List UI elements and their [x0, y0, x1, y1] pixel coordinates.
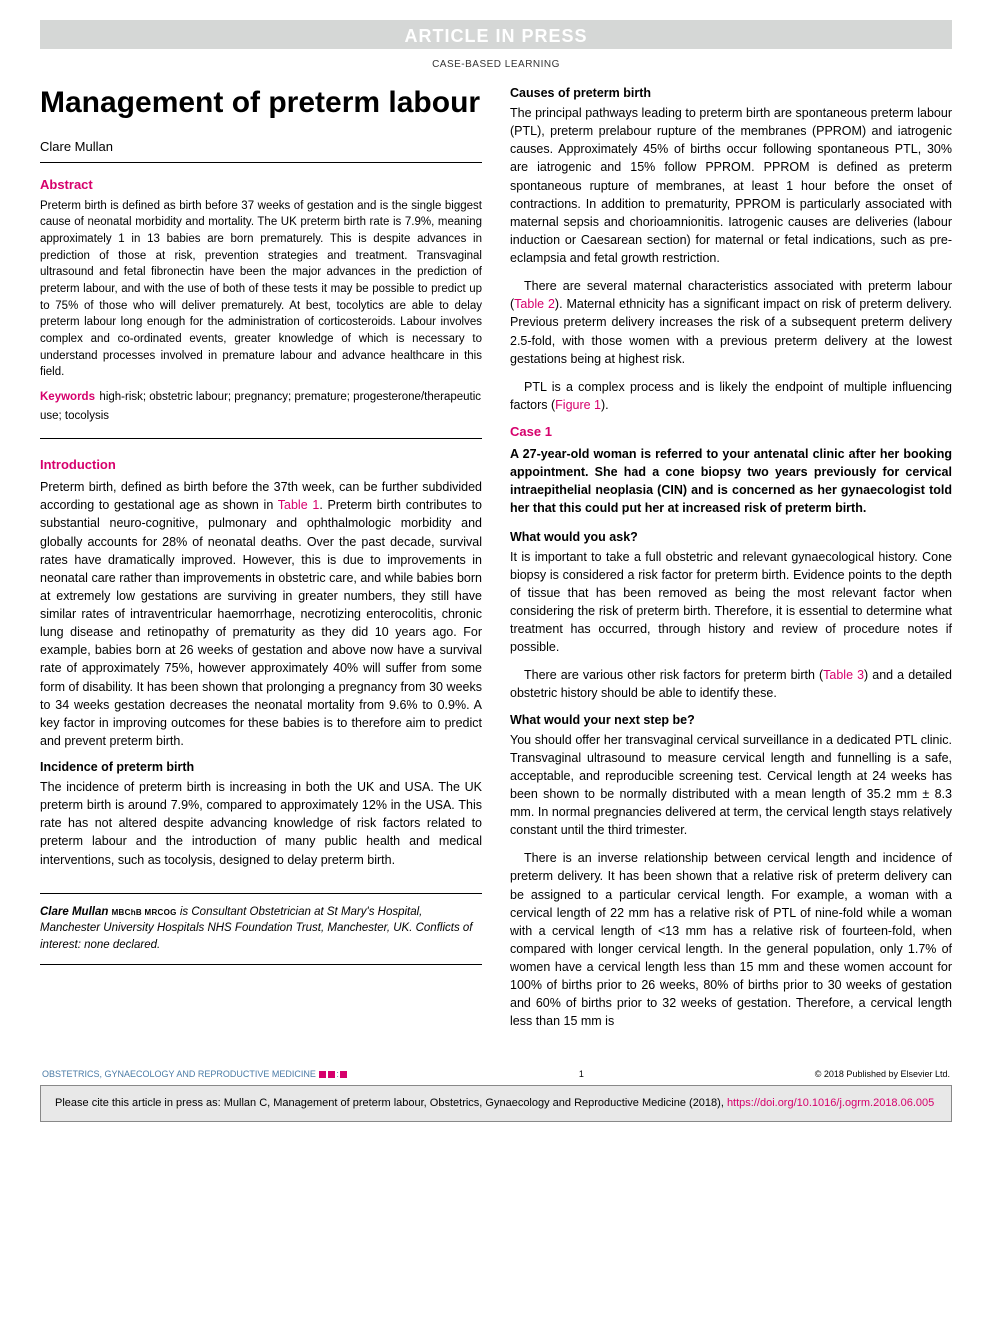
figure-1-link[interactable]: Figure 1	[555, 398, 601, 412]
citation-box: Please cite this article in press as: Mu…	[40, 1085, 952, 1122]
q2-p2: There is an inverse relationship between…	[510, 849, 952, 1030]
q2-heading: What would your next step be?	[510, 713, 952, 727]
bio-credentials: MBChB MRCOG	[112, 908, 177, 917]
left-column: Management of preterm labour Clare Mulla…	[40, 86, 482, 1041]
keywords-text: high-risk; obstetric labour; pregnancy; …	[40, 391, 481, 422]
introduction-heading: Introduction	[40, 457, 482, 472]
article-in-press-banner: ARTICLE IN PRESS	[40, 20, 952, 49]
author-bio-box: Clare Mullan MBChB MRCOG is Consultant O…	[40, 893, 482, 965]
table-1-link[interactable]: Table 1	[278, 498, 320, 512]
footer-journal-name: OBSTETRICS, GYNAECOLOGY AND REPRODUCTIVE…	[42, 1069, 316, 1079]
footer-journal: OBSTETRICS, GYNAECOLOGY AND REPRODUCTIVE…	[42, 1069, 348, 1079]
causes-p2: There are several maternal characteristi…	[510, 277, 952, 368]
placeholder-square-icon	[328, 1071, 335, 1078]
abstract-body: Preterm birth is defined as birth before…	[40, 198, 482, 381]
right-column: Causes of preterm birth The principal pa…	[510, 86, 952, 1041]
banner-subtitle: CASE-BASED LEARNING	[40, 53, 952, 76]
q1-p1: It is important to take a full obstetric…	[510, 548, 952, 657]
keywords-label: Keywords	[40, 391, 95, 403]
case-1-intro: A 27-year-old woman is referred to your …	[510, 445, 952, 518]
keywords-body: high-risk; obstetric labour; pregnancy; …	[40, 391, 481, 422]
causes-heading: Causes of preterm birth	[510, 86, 952, 100]
footer-page-number: 1	[579, 1069, 584, 1079]
text-fragment: ). Maternal ethnicity has a significant …	[510, 297, 952, 365]
page-container: ARTICLE IN PRESS CASE-BASED LEARNING Man…	[0, 0, 992, 1142]
banner-main-text: ARTICLE IN PRESS	[40, 26, 952, 47]
text-fragment: There are various other risk factors for…	[524, 668, 823, 682]
case-1-heading: Case 1	[510, 424, 952, 439]
introduction-paragraph: Preterm birth, defined as birth before t…	[40, 478, 482, 750]
q2-p1: You should offer her transvaginal cervic…	[510, 731, 952, 840]
incidence-paragraph: The incidence of preterm birth is increa…	[40, 778, 482, 869]
doi-link[interactable]: https://doi.org/10.1016/j.ogrm.2018.06.0…	[727, 1097, 934, 1109]
text-fragment: ).	[601, 398, 609, 412]
citation-text: Please cite this article in press as: Mu…	[55, 1097, 727, 1109]
divider	[40, 162, 482, 163]
placeholder-square-icon	[340, 1071, 347, 1078]
table-2-link[interactable]: Table 2	[514, 297, 555, 311]
author-name: Clare Mullan	[40, 139, 482, 154]
bio-author-name: Clare Mullan	[40, 906, 108, 918]
q1-heading: What would you ask?	[510, 530, 952, 544]
table-3-link[interactable]: Table 3	[823, 668, 864, 682]
causes-p1: The principal pathways leading to preter…	[510, 104, 952, 267]
footer-copyright: © 2018 Published by Elsevier Ltd.	[815, 1069, 950, 1079]
abstract-heading: Abstract	[40, 177, 482, 192]
incidence-heading: Incidence of preterm birth	[40, 760, 482, 774]
article-title: Management of preterm labour	[40, 86, 482, 121]
text-fragment: . Preterm birth contributes to substanti…	[40, 498, 482, 748]
keywords-row: Keywords high-risk; obstetric labour; pr…	[40, 387, 482, 424]
two-column-layout: Management of preterm labour Clare Mulla…	[40, 86, 952, 1041]
causes-p3: PTL is a complex process and is likely t…	[510, 378, 952, 414]
placeholder-square-icon	[319, 1071, 326, 1078]
q1-p2: There are various other risk factors for…	[510, 666, 952, 702]
divider	[40, 438, 482, 439]
footer-line: OBSTETRICS, GYNAECOLOGY AND REPRODUCTIVE…	[40, 1069, 952, 1079]
